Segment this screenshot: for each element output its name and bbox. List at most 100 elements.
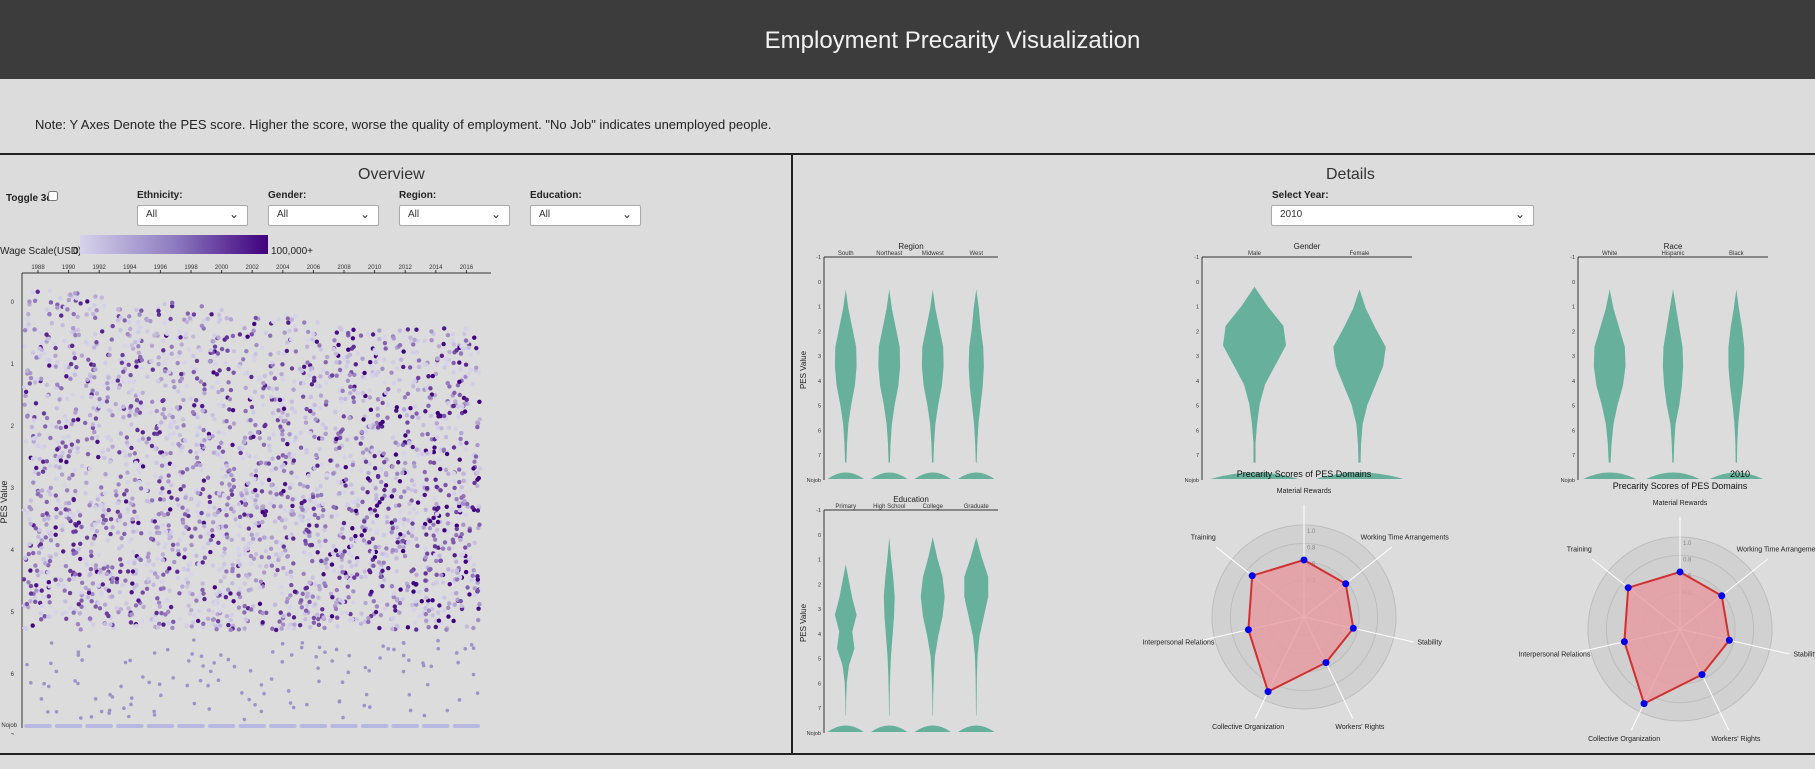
scatter-point xyxy=(307,580,312,585)
scatter-point xyxy=(242,325,247,331)
nojob-violin xyxy=(870,472,908,479)
scatter-point xyxy=(314,383,320,388)
scatter-point xyxy=(110,695,115,699)
scatter-point xyxy=(160,398,165,404)
scatter-point xyxy=(453,426,459,431)
scatter-point xyxy=(345,378,351,384)
nojob-bar xyxy=(24,724,52,728)
scatter-point xyxy=(251,328,256,333)
scatter-point xyxy=(382,606,388,612)
scatter-point xyxy=(339,399,344,405)
scatter-point xyxy=(390,626,395,632)
y-tick-label: 3 xyxy=(11,486,15,492)
scatter-point xyxy=(58,577,64,583)
scatter-point xyxy=(345,330,351,336)
education-select[interactable]: All ⌄ xyxy=(530,205,641,226)
gender-select[interactable]: All ⌄ xyxy=(268,205,379,226)
scatter-point xyxy=(243,502,248,508)
scatter-point xyxy=(389,494,394,499)
scatter-point xyxy=(194,450,199,455)
region-value: All xyxy=(408,209,420,220)
scatter-point xyxy=(83,491,88,496)
scatter-point xyxy=(436,618,442,623)
y-tick-label: Nojob xyxy=(1,723,17,729)
scatter-point xyxy=(121,404,126,409)
y-tick-label: 6 xyxy=(11,672,15,678)
scatter-point xyxy=(285,340,290,345)
scatter-point xyxy=(208,347,214,353)
scatter-point xyxy=(185,311,191,316)
scatter-point xyxy=(431,460,437,465)
scatter-point xyxy=(200,581,205,586)
scatter-point xyxy=(124,488,129,493)
scatter-point xyxy=(316,436,322,441)
scatter-point xyxy=(456,414,461,420)
scatter-point xyxy=(405,540,411,545)
scatter-point xyxy=(464,624,469,629)
scatter-point xyxy=(271,496,276,501)
scatter-point xyxy=(139,404,144,409)
scatter-point xyxy=(136,391,141,397)
scatter-point xyxy=(285,316,291,321)
scatter-point xyxy=(423,507,428,512)
scatter-point xyxy=(70,325,76,331)
scatter-point xyxy=(93,294,98,299)
scatter-point xyxy=(351,387,357,393)
scatter-point xyxy=(149,358,154,364)
scatter-point xyxy=(287,534,293,540)
scatter-point xyxy=(171,431,176,436)
scatter-point xyxy=(349,468,355,473)
scatter-point xyxy=(113,488,119,494)
scatter-point xyxy=(95,493,101,499)
scatter-point xyxy=(401,533,407,538)
scatter-point xyxy=(460,403,465,409)
ethnicity-select[interactable]: All ⌄ xyxy=(137,205,248,226)
scatter-point xyxy=(237,586,243,591)
scatter-point xyxy=(162,415,168,420)
scatter-point xyxy=(307,372,312,378)
scatter-point xyxy=(248,607,254,612)
scatter-point xyxy=(316,622,322,628)
region-select[interactable]: All ⌄ xyxy=(399,205,510,226)
scatter-point xyxy=(462,498,467,504)
scatter-point xyxy=(410,414,415,420)
scatter-point xyxy=(379,396,384,401)
scatter-point xyxy=(100,513,106,519)
scatter-point xyxy=(152,651,157,655)
scatter-point xyxy=(91,536,97,541)
scatter-point xyxy=(321,615,326,620)
scatter-point xyxy=(58,295,63,301)
scatter-point xyxy=(72,355,78,361)
scatter-point xyxy=(202,390,207,396)
scatter-point xyxy=(107,459,113,465)
scatter-point xyxy=(345,359,350,365)
scatter-point xyxy=(190,652,194,656)
scatter-point xyxy=(286,689,291,693)
scatter-point xyxy=(176,389,181,394)
scatter-point xyxy=(84,480,89,485)
scatter-point xyxy=(216,319,222,324)
chevron-down-icon: ⌄ xyxy=(1514,207,1525,221)
scatter-point xyxy=(461,471,466,476)
scatter-point xyxy=(320,513,325,519)
y-tick-label: 1 xyxy=(818,305,821,311)
year-select[interactable]: 2010 ⌄ xyxy=(1271,205,1534,226)
scatter-point xyxy=(194,455,200,460)
scatter-point xyxy=(216,312,222,318)
y-tick-label: 5 xyxy=(818,404,821,410)
scatter-point xyxy=(35,377,40,382)
scatter-point xyxy=(25,511,30,516)
scatter-point xyxy=(353,533,358,539)
scatter-point xyxy=(344,574,349,580)
toggle-3d-checkbox[interactable] xyxy=(48,191,58,201)
scatter-point xyxy=(253,422,258,428)
scatter-point xyxy=(354,436,359,441)
scatter-point xyxy=(44,357,49,362)
scatter-point xyxy=(443,434,449,440)
scatter-point xyxy=(161,407,167,412)
scatter-point xyxy=(253,578,259,583)
scatter-point xyxy=(63,599,68,604)
scatter-point xyxy=(414,572,419,577)
scatter-point xyxy=(134,364,139,369)
scatter-point xyxy=(22,555,28,561)
